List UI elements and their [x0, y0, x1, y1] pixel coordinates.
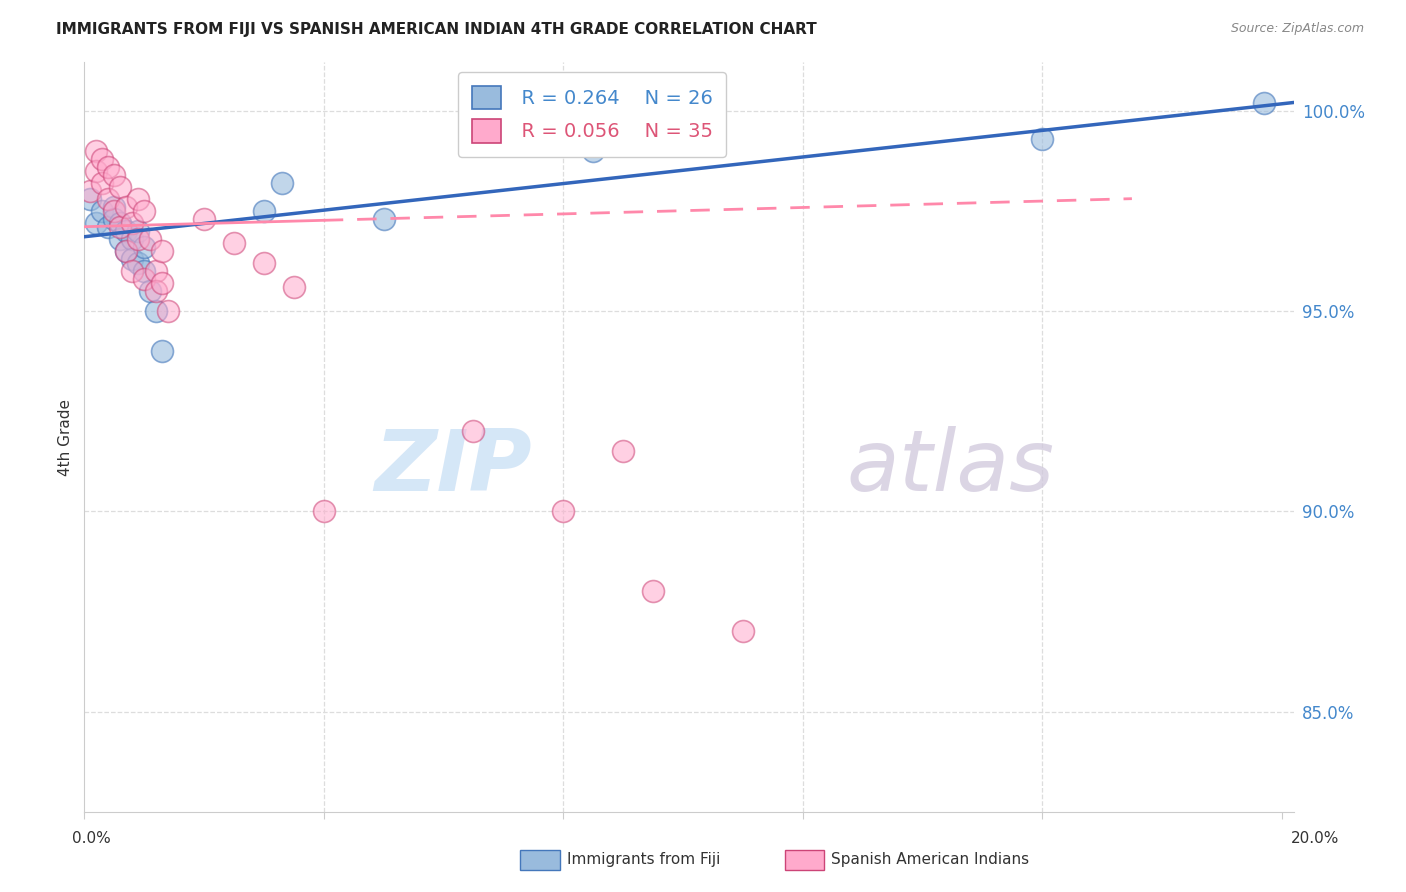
Point — [134, 240, 156, 254]
Point — [110, 216, 132, 230]
Point — [222, 235, 245, 250]
Point — [121, 264, 143, 278]
Point — [79, 192, 101, 206]
Point — [127, 224, 149, 238]
Point — [115, 244, 138, 258]
Point — [115, 224, 138, 238]
Point — [97, 192, 120, 206]
Text: Source: ZipAtlas.com: Source: ZipAtlas.com — [1230, 22, 1364, 36]
Point — [121, 252, 143, 266]
Point — [103, 203, 125, 218]
Text: ZIP: ZIP — [374, 425, 531, 508]
Point — [253, 256, 276, 270]
Point — [150, 276, 173, 290]
Text: IMMIGRANTS FROM FIJI VS SPANISH AMERICAN INDIAN 4TH GRADE CORRELATION CHART: IMMIGRANTS FROM FIJI VS SPANISH AMERICAN… — [56, 22, 817, 37]
Point — [115, 200, 138, 214]
Point — [110, 179, 132, 194]
Point — [139, 232, 162, 246]
Point — [1253, 95, 1275, 110]
Point — [91, 176, 114, 190]
Point — [283, 280, 305, 294]
Point — [134, 272, 156, 286]
Point — [150, 244, 173, 258]
Point — [97, 219, 120, 234]
Point — [110, 219, 132, 234]
Legend:   R = 0.264    N = 26,   R = 0.056    N = 35: R = 0.264 N = 26, R = 0.056 N = 35 — [458, 72, 727, 157]
Text: 0.0%: 0.0% — [72, 831, 111, 846]
Point — [103, 168, 125, 182]
Point — [145, 284, 167, 298]
Point — [127, 256, 149, 270]
Y-axis label: 4th Grade: 4th Grade — [58, 399, 73, 475]
Point — [641, 136, 664, 150]
Point — [1031, 131, 1053, 145]
Point — [121, 216, 143, 230]
Point — [145, 304, 167, 318]
Point — [150, 343, 173, 358]
Point — [641, 584, 664, 599]
Point — [612, 444, 634, 458]
Point — [103, 200, 125, 214]
Point — [79, 184, 101, 198]
Point — [731, 624, 754, 639]
Text: 20.0%: 20.0% — [1291, 831, 1339, 846]
Point — [139, 284, 162, 298]
Point — [553, 504, 575, 518]
Point — [91, 152, 114, 166]
Point — [127, 192, 149, 206]
Point — [373, 211, 395, 226]
Text: atlas: atlas — [846, 425, 1054, 508]
Point — [134, 203, 156, 218]
Point — [253, 203, 276, 218]
Point — [582, 144, 605, 158]
Point — [270, 176, 292, 190]
Text: Spanish American Indians: Spanish American Indians — [831, 853, 1029, 867]
Point — [134, 264, 156, 278]
Point — [103, 211, 125, 226]
Point — [121, 232, 143, 246]
Point — [157, 304, 180, 318]
Point — [86, 163, 108, 178]
Point — [127, 232, 149, 246]
Point — [145, 264, 167, 278]
Point — [463, 424, 485, 438]
Point — [86, 216, 108, 230]
Text: Immigrants from Fiji: Immigrants from Fiji — [567, 853, 720, 867]
Point — [110, 232, 132, 246]
Point — [312, 504, 335, 518]
Point — [97, 160, 120, 174]
Point — [193, 211, 215, 226]
Point — [115, 244, 138, 258]
Point — [91, 203, 114, 218]
Point — [86, 144, 108, 158]
